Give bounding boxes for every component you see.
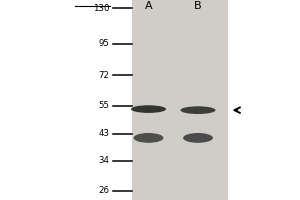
Text: B: B [194,1,202,11]
Bar [132,0,228,200]
Ellipse shape [131,105,166,113]
Text: 26: 26 [98,186,110,195]
Text: KDa: KDa [80,0,100,2]
Text: A: A [145,1,152,11]
Text: 130: 130 [93,4,110,13]
Ellipse shape [181,106,216,114]
Text: 95: 95 [99,39,110,48]
Ellipse shape [183,133,213,143]
Text: 72: 72 [98,71,110,80]
Text: 43: 43 [98,129,110,138]
Text: 34: 34 [98,156,110,165]
Text: 55: 55 [98,101,110,110]
Ellipse shape [134,133,164,143]
